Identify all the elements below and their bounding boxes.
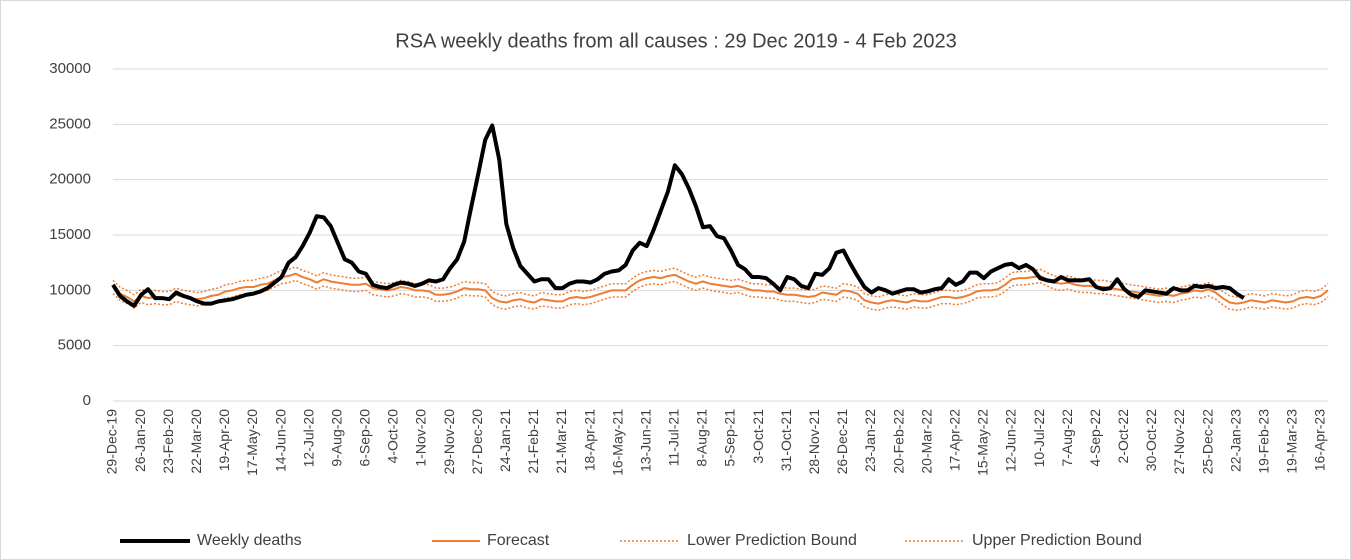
x-tick-label: 3-Oct-21 (750, 409, 766, 464)
x-tick-label: 28-Nov-21 (806, 409, 822, 475)
x-tick-label: 11-Jul-21 (666, 409, 682, 467)
x-tick-label: 10-Jul-22 (1031, 409, 1047, 468)
x-tick-label: 22-Jan-23 (1227, 409, 1243, 472)
x-tick-label: 31-Oct-21 (778, 409, 794, 471)
x-tick-label: 27-Dec-20 (469, 409, 485, 475)
x-tick-label: 16-May-21 (609, 409, 625, 476)
y-tick-label: 30000 (49, 60, 91, 77)
y-tick-label: 5000 (58, 337, 91, 354)
x-tick-label: 18-Apr-21 (581, 409, 597, 471)
x-tick-label: 7-Aug-22 (1059, 409, 1075, 467)
x-tick-label: 6-Sep-20 (357, 409, 373, 467)
x-tick-label: 4-Sep-22 (1087, 409, 1103, 467)
x-tick-label: 16-Apr-23 (1312, 409, 1328, 471)
x-tick-label: 8-Aug-21 (694, 409, 710, 467)
series-line (111, 123, 1245, 308)
x-tick-label: 13-Jun-21 (637, 409, 653, 472)
y-tick-label: 0 (83, 392, 91, 409)
legend-label: Forecast (487, 532, 550, 549)
y-tick-label: 20000 (49, 171, 91, 188)
x-tick-label: 20-Feb-22 (890, 409, 906, 474)
y-tick-label: 10000 (49, 281, 91, 298)
x-tick-label: 26-Dec-21 (834, 409, 850, 475)
x-tick-label: 29-Dec-19 (104, 409, 120, 475)
y-tick-label: 25000 (49, 115, 91, 132)
series-line (112, 266, 1329, 298)
x-tick-label: 14-Jun-20 (272, 409, 288, 472)
legend-label: Weekly deaths (197, 532, 302, 549)
x-tick-label: 4-Oct-20 (385, 409, 401, 464)
y-tick-label: 15000 (49, 226, 91, 243)
series-line (112, 279, 1329, 311)
x-tick-label: 17-May-20 (244, 409, 260, 476)
x-tick-label: 9-Aug-20 (328, 409, 344, 467)
x-tick-label: 22-Mar-20 (188, 409, 204, 474)
x-tick-label: 20-Mar-22 (918, 409, 934, 474)
x-tick-label: 25-Dec-22 (1199, 409, 1215, 475)
x-tick-label: 19-Mar-23 (1284, 409, 1300, 474)
legend-label: Upper Prediction Bound (972, 532, 1142, 549)
x-tick-label: 19-Apr-20 (216, 409, 232, 471)
x-tick-label: 24-Jan-21 (497, 409, 513, 472)
x-tick-label: 12-Jul-20 (300, 409, 316, 468)
x-tick-label: 29-Nov-20 (441, 409, 457, 475)
x-tick-label: 17-Apr-22 (946, 409, 962, 471)
x-tick-label: 21-Mar-21 (553, 409, 569, 474)
x-tick-label: 23-Jan-22 (862, 409, 878, 472)
x-tick-label: 12-Jun-22 (1003, 409, 1019, 472)
x-tick-label: 23-Feb-20 (160, 409, 176, 474)
x-tick-label: 15-May-22 (975, 409, 991, 476)
x-tick-label: 19-Feb-23 (1255, 409, 1271, 474)
chart-title: RSA weekly deaths from all causes : 29 D… (395, 30, 956, 52)
x-tick-label: 26-Jan-20 (132, 409, 148, 472)
x-tick-label: 5-Sep-21 (722, 409, 738, 467)
legend-label: Lower Prediction Bound (687, 532, 857, 549)
x-tick-label: 30-Oct-22 (1143, 409, 1159, 471)
x-tick-label: 1-Nov-20 (413, 409, 429, 467)
x-tick-label: 27-Nov-22 (1171, 409, 1187, 475)
x-tick-label: 2-Oct-22 (1115, 409, 1131, 464)
x-tick-label: 21-Feb-21 (525, 409, 541, 474)
